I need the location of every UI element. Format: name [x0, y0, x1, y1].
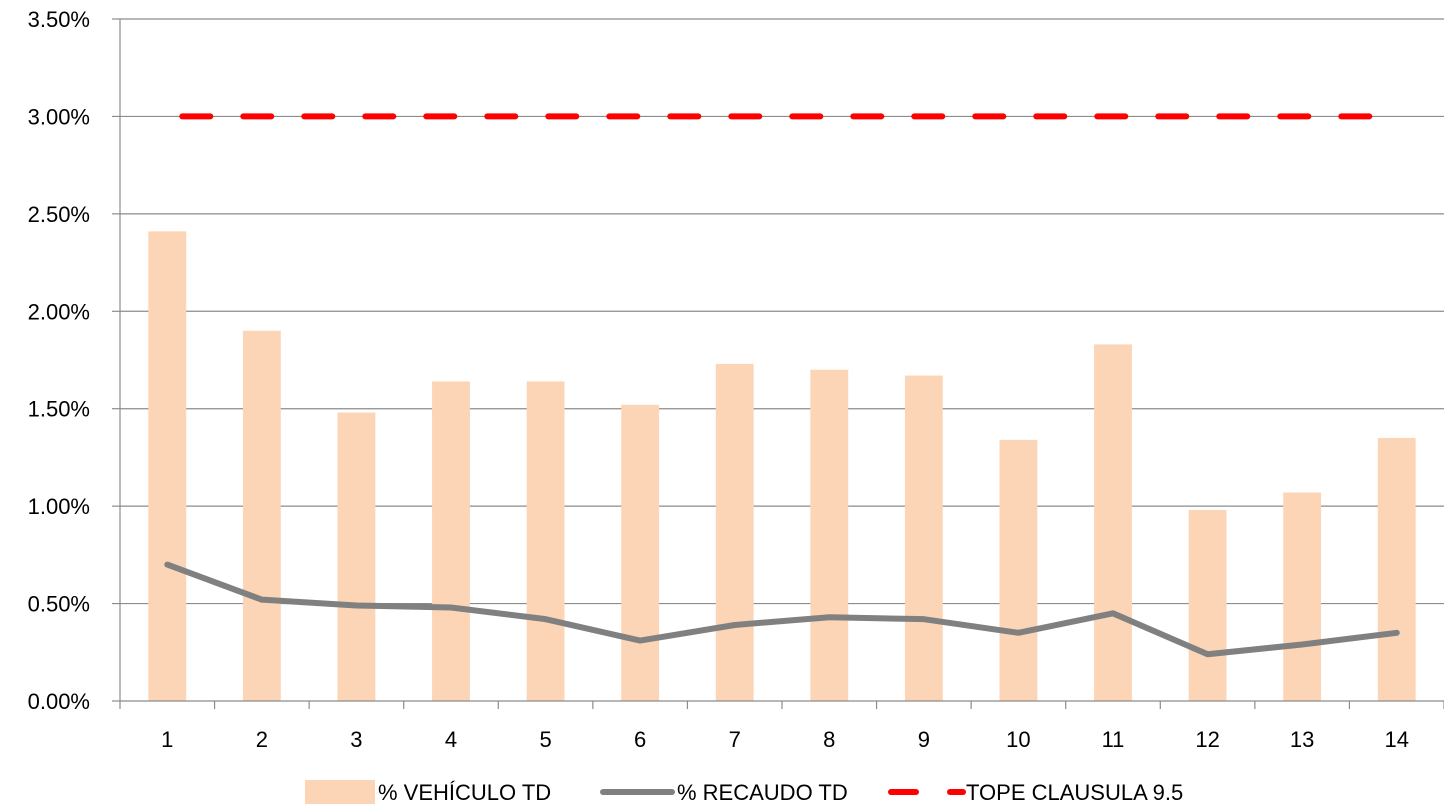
bar — [242, 330, 281, 701]
legend-label: % RECAUDO TD — [677, 780, 848, 805]
y-tick-label: 3.50% — [28, 7, 90, 32]
y-axis-labels: 0.00% 0.50% 1.00% 1.50% 2.00% 2.50% 3.00% 3.50% — [28, 7, 90, 714]
bar — [337, 412, 376, 701]
x-tick-label: 5 — [539, 727, 551, 752]
y-tick-label: 2.50% — [28, 202, 90, 227]
bar — [904, 375, 943, 701]
x-tick-label: 14 — [1384, 727, 1408, 752]
y-tick-label: 1.50% — [28, 397, 90, 422]
legend-label: % VEHÍCULO TD — [378, 780, 551, 805]
bar-series — [148, 231, 1416, 701]
x-tick-label: 12 — [1195, 727, 1219, 752]
bar — [1094, 344, 1132, 701]
y-tick-label: 0.50% — [28, 592, 90, 617]
y-tick-label: 2.00% — [28, 299, 90, 324]
series-line-recaudo — [164, 561, 1400, 658]
bar — [999, 439, 1038, 701]
bar — [810, 369, 849, 701]
bar — [1188, 510, 1227, 701]
y-tick-label: 0.00% — [28, 689, 90, 714]
x-tick-label: 1 — [161, 727, 173, 752]
x-tick-label: 4 — [445, 727, 457, 752]
axes — [112, 18, 1444, 709]
x-tick-label: 8 — [823, 727, 835, 752]
legend-swatch-vehiculo — [305, 780, 375, 804]
bar — [621, 404, 660, 701]
line-series — [161, 113, 1403, 658]
bar — [432, 381, 470, 701]
x-tick-label: 10 — [1006, 727, 1030, 752]
x-tick-label: 6 — [634, 727, 646, 752]
bar — [526, 381, 565, 701]
x-tick-label: 2 — [256, 727, 268, 752]
x-tick-label: 3 — [350, 727, 362, 752]
bar — [1377, 437, 1416, 701]
legend: % VEHÍCULO TD % RECAUDO TD TOPE CLAUSULA 9… — [305, 780, 1183, 805]
bar — [715, 363, 754, 701]
y-tick-label: 1.00% — [28, 494, 90, 519]
bar — [1283, 492, 1322, 701]
bar — [148, 231, 187, 701]
legend-label: TOPE CLAUSULA 9.5 — [966, 780, 1183, 805]
gridlines — [120, 18, 1444, 605]
x-tick-label: 13 — [1290, 727, 1314, 752]
x-tick-label: 11 — [1102, 727, 1125, 752]
x-tick-label: 7 — [729, 727, 741, 752]
x-axis-labels: 1 2 3 4 5 6 7 8 9 10 11 12 13 14 — [161, 727, 1409, 752]
x-tick-label: 9 — [918, 727, 930, 752]
y-tick-label: 3.00% — [28, 104, 90, 129]
